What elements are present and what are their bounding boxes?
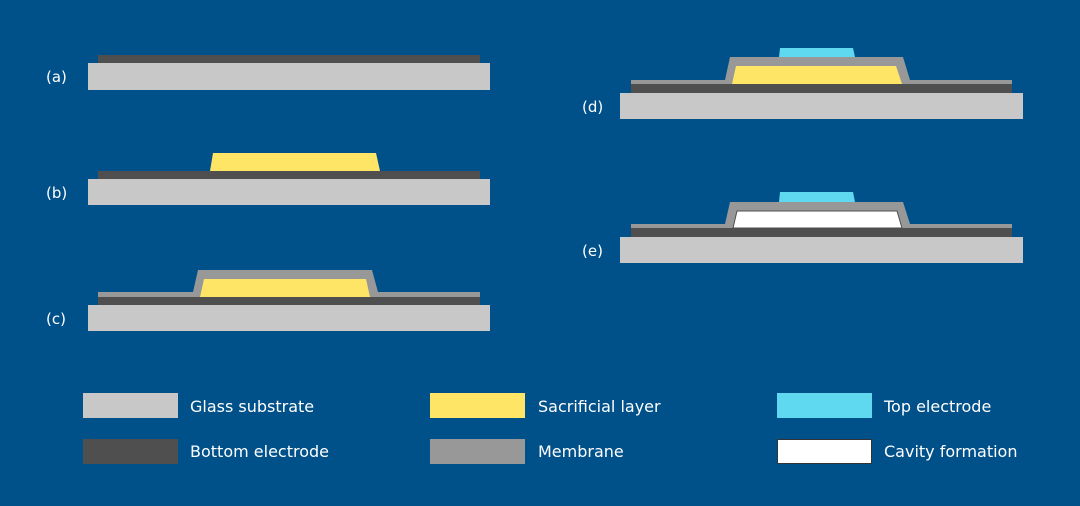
cavity (732, 210, 903, 229)
bottom-electrode (98, 171, 480, 179)
glass-substrate (88, 63, 490, 90)
sacrificial-layer (732, 66, 902, 84)
legend-swatch-cavity (777, 439, 872, 464)
step-label: (d) (582, 98, 603, 116)
glass-substrate (620, 93, 1023, 119)
step-label: (b) (46, 184, 67, 202)
bottom-electrode (98, 55, 480, 63)
legend-label: Membrane (538, 442, 624, 461)
bottom-electrode (631, 84, 1012, 93)
sacrificial-layer (200, 279, 370, 297)
legend-swatch-bottom-electrode (83, 439, 178, 464)
step-b: (b) (46, 153, 490, 205)
legend-label: Sacrificial layer (538, 397, 661, 416)
legend-label: Cavity formation (884, 442, 1017, 461)
step-c: (c) (46, 270, 490, 331)
sacrificial-layer (210, 153, 380, 171)
legend: Glass substrate Bottom electrode Sacrifi… (83, 393, 1017, 464)
step-d: (d) (582, 48, 1023, 119)
step-label: (e) (582, 242, 603, 260)
step-a: (a) (46, 55, 490, 90)
step-e: (e) (582, 192, 1023, 263)
glass-substrate (88, 305, 490, 331)
top-electrode (779, 192, 855, 202)
top-electrode (779, 48, 855, 57)
step-label: (c) (46, 310, 66, 328)
legend-label: Bottom electrode (190, 442, 329, 461)
legend-swatch-glass (83, 393, 178, 418)
legend-label: Top electrode (883, 397, 991, 416)
legend-swatch-top-electrode (777, 393, 872, 418)
legend-label: Glass substrate (190, 397, 314, 416)
step-label: (a) (46, 68, 67, 86)
glass-substrate (620, 237, 1023, 263)
legend-swatch-sacrificial (430, 393, 525, 418)
legend-swatch-membrane (430, 439, 525, 464)
glass-substrate (88, 179, 490, 205)
bottom-electrode (631, 228, 1012, 237)
bottom-electrode (98, 297, 480, 305)
